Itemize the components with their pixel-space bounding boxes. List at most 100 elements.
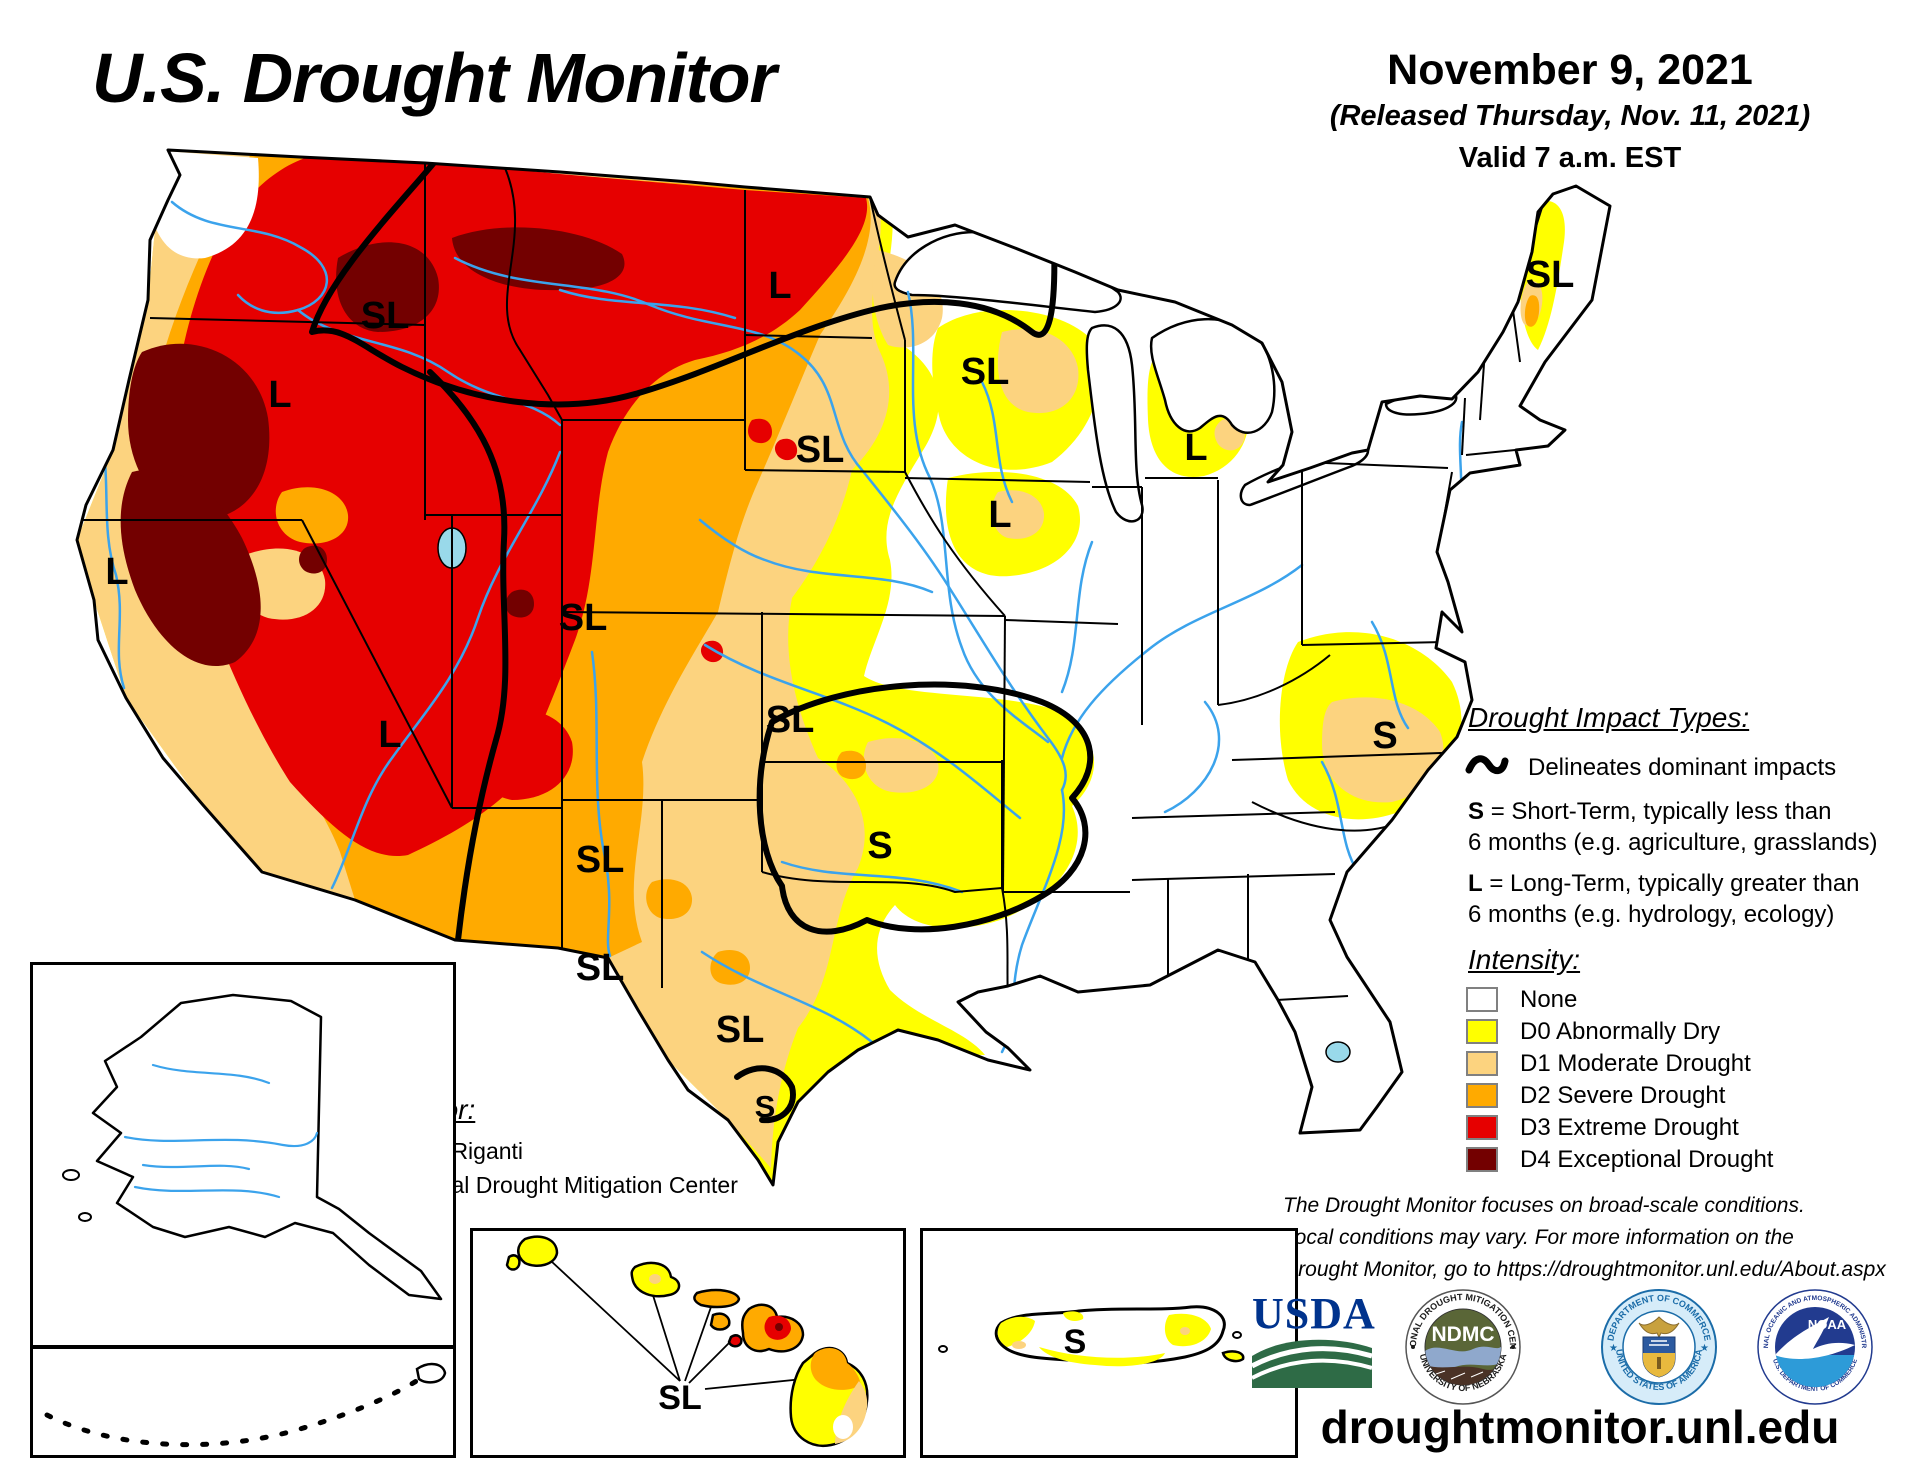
alaska-outline	[91, 993, 443, 1301]
conus-outline	[75, 148, 1612, 1187]
map-label-maine: SL	[1526, 254, 1575, 296]
noaa-logo: NATIONAL OCEANIC AND ATMOSPHERIC ADMINIS…	[1757, 1289, 1873, 1405]
map-label-far-south-texas: S	[755, 1089, 776, 1124]
rivers	[98, 200, 1464, 1054]
usda-field-icon	[1250, 1339, 1373, 1388]
map-label-west-texas: SL	[576, 947, 625, 989]
island-molokai	[693, 1288, 741, 1309]
intensity-legend-heading: Intensity:	[1468, 944, 1581, 975]
alaska-map	[62, 993, 443, 1301]
great-lakes	[893, 230, 1458, 523]
map-label-california: L	[105, 551, 128, 593]
disclaimer-line1: The Drought Monitor focuses on broad-sca…	[1283, 1194, 1805, 1217]
legend-label: D2 Severe Drought	[1520, 1082, 1726, 1109]
puerto-rico-inset: S	[920, 1228, 1298, 1458]
impact-delineation-icon	[1465, 755, 1509, 775]
map-label-iowa: L	[988, 494, 1011, 536]
noaa-seagull-icon	[1775, 1317, 1855, 1359]
hawaii-callout-lines	[550, 1260, 804, 1390]
island-kauai	[517, 1235, 559, 1267]
short-term-text1: = Short-Term, typically less than	[1490, 798, 1832, 825]
valid-time: Valid 7 a.m. EST	[1458, 142, 1682, 174]
date-block: November 9, 2021 (Released Thursday, Nov…	[1270, 44, 1870, 180]
noaa-acronym-text: NOAA	[1808, 1317, 1847, 1332]
short-term-key: S	[1468, 798, 1485, 825]
puerto-rico-d1-spot	[1012, 1341, 1026, 1349]
disclaimer-line2: Local conditions may vary. For more info…	[1283, 1226, 1794, 1249]
long-term-key: L	[1468, 870, 1483, 897]
swatch-d2	[1466, 1083, 1498, 1108]
map-label-arizona: L	[378, 714, 401, 756]
d2-island-idaho	[275, 487, 349, 544]
map-label-montana: SL	[361, 295, 410, 337]
impact-long-term: L = Long-Term, typically greater than 6 …	[1468, 868, 1860, 930]
big-island-d2-area	[810, 1348, 861, 1390]
map-label-new-mexico: SL	[576, 839, 625, 881]
puerto-rico-map: S	[938, 1305, 1245, 1367]
alaska-island	[78, 1212, 92, 1222]
island-mona	[938, 1345, 948, 1353]
map-label-oklahoma: S	[867, 825, 892, 867]
map-label-wisconsin: SL	[961, 351, 1010, 393]
island-kahoolawe	[727, 1334, 743, 1348]
map-label-south-texas: SL	[716, 1009, 765, 1051]
puerto-rico-impact-label: S	[1064, 1323, 1087, 1361]
usda-wordmark: USDA	[1252, 1289, 1376, 1338]
site-url: droughtmonitor.unl.edu	[1320, 1401, 1840, 1453]
svg-text:★: ★	[1700, 1343, 1709, 1354]
long-term-text1: = Long-Term, typically greater than	[1489, 870, 1860, 897]
island-vieques	[1221, 1350, 1245, 1363]
release-date: (Released Thursday, Nov. 11, 2021)	[1329, 100, 1811, 132]
ndmc-logo: NATIONAL DROUGHT MITIGATION CENTER UNIVE…	[1405, 1289, 1521, 1405]
hawaii-inset: SL	[470, 1228, 906, 1458]
aleutians-inset	[30, 1346, 456, 1458]
legend-label: None	[1520, 986, 1578, 1013]
island-culebra	[1232, 1331, 1242, 1339]
impact-delineation-lines	[309, 150, 1094, 1124]
page-title: U.S. Drought Monitor	[92, 39, 777, 117]
legend-label: D0 Abnormally Dry	[1520, 1018, 1721, 1045]
aleutians-map	[44, 1358, 447, 1448]
short-term-text2: 6 months (e.g. agriculture, grasslands)	[1468, 829, 1878, 856]
map-label-north-dakota: L	[768, 265, 791, 307]
hawaii-impact-label: SL	[658, 1379, 701, 1417]
aleutian-islands-chain	[44, 1358, 446, 1448]
island-niihau	[505, 1254, 521, 1271]
svg-text:★: ★	[1609, 1343, 1618, 1354]
swatch-d4	[1466, 1147, 1498, 1172]
disclaimer-line3: Drought Monitor, go to https://droughtmo…	[1283, 1258, 1886, 1281]
swatch-d0	[1466, 1019, 1498, 1044]
impact-short-term: S = Short-Term, typically less than 6 mo…	[1468, 796, 1878, 858]
usda-logo: USDA	[1250, 1289, 1376, 1394]
island-lanai	[709, 1312, 731, 1331]
big-island-none-spot	[833, 1415, 853, 1439]
impact-legend-heading: Drought Impact Types:	[1468, 702, 1750, 733]
map-label-kansas: SL	[766, 699, 815, 741]
legend-label: D3 Extreme Drought	[1520, 1114, 1739, 1141]
long-term-text2: 6 months (e.g. hydrology, ecology)	[1468, 901, 1835, 928]
map-label-michigan: L	[1184, 427, 1207, 469]
alaska-inset	[30, 962, 456, 1348]
puerto-rico-d1-spot-east	[1180, 1327, 1190, 1335]
impact-delineates-label: Delineates dominant impacts	[1528, 754, 1837, 781]
map-label-oregon-idaho: L	[268, 374, 291, 416]
swatch-d3	[1466, 1115, 1498, 1140]
hawaii-map: SL	[505, 1235, 869, 1448]
puerto-rico-d0-areas	[997, 1311, 1211, 1367]
impact-type-labels: SL L L L SL SL L L SL SL L SL S SL SL S …	[105, 254, 1574, 1124]
map-label-minnesota: SL	[796, 429, 845, 471]
map-date: November 9, 2021	[1387, 46, 1753, 94]
ndmc-acronym-text: NDMC	[1432, 1323, 1495, 1346]
legend-label: D4 Exceptional Drought	[1520, 1146, 1774, 1173]
doc-logo: DEPARTMENT OF COMMERCE UNITED STATES OF …	[1601, 1289, 1717, 1405]
maui-d4-spot	[775, 1323, 783, 1331]
swatch-d1	[1466, 1051, 1498, 1076]
swatch-none	[1466, 987, 1498, 1012]
aleutian-island-large	[415, 1362, 447, 1384]
alaska-island	[62, 1169, 80, 1181]
legend-label: D1 Moderate Drought	[1520, 1050, 1751, 1077]
map-label-north-carolina: S	[1372, 715, 1397, 757]
doc-shield-icon	[1642, 1336, 1676, 1378]
